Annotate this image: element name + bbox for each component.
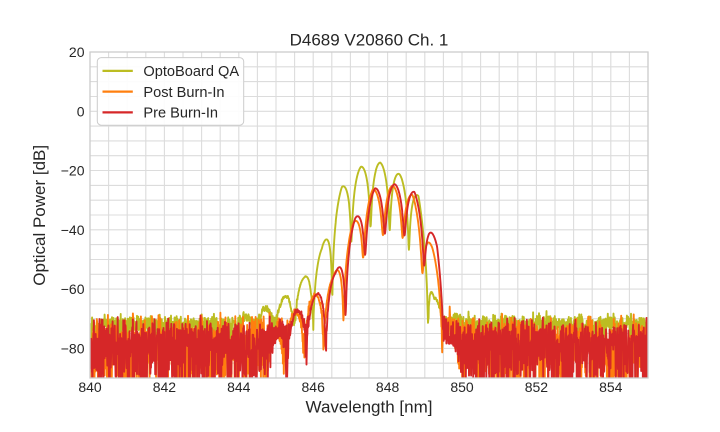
svg-text:850: 850 — [450, 379, 474, 395]
svg-text:840: 840 — [78, 379, 102, 395]
svg-text:0: 0 — [77, 103, 85, 119]
svg-text:−40: −40 — [61, 222, 85, 238]
svg-text:846: 846 — [302, 379, 326, 395]
svg-text:−60: −60 — [61, 281, 85, 297]
svg-text:854: 854 — [599, 379, 623, 395]
svg-text:842: 842 — [153, 379, 177, 395]
svg-text:20: 20 — [69, 44, 85, 60]
svg-text:Optical Power [dB]: Optical Power [dB] — [30, 145, 49, 286]
svg-text:844: 844 — [227, 379, 251, 395]
svg-text:Pre Burn-In: Pre Burn-In — [143, 106, 218, 122]
svg-text:D4689 V20860 Ch. 1: D4689 V20860 Ch. 1 — [290, 31, 449, 50]
svg-text:848: 848 — [376, 379, 400, 395]
svg-text:852: 852 — [525, 379, 549, 395]
svg-text:OptoBoard QA: OptoBoard QA — [143, 64, 239, 80]
svg-text:−20: −20 — [61, 163, 85, 179]
svg-text:−80: −80 — [61, 340, 85, 356]
svg-text:Post Burn-In: Post Burn-In — [143, 85, 224, 101]
svg-text:Wavelength [nm]: Wavelength [nm] — [306, 398, 433, 417]
